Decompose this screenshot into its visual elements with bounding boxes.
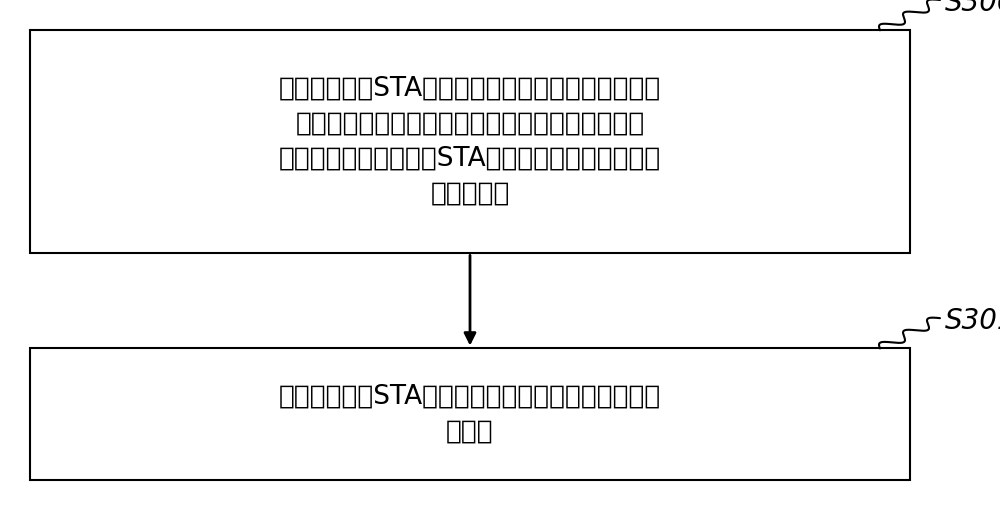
Text: S300: S300 — [945, 0, 1000, 17]
Bar — [30, 348, 910, 480]
Bar — [30, 30, 910, 252]
Text: S301: S301 — [945, 307, 1000, 335]
Text: 接收所述第一STA发送的测量通知，并根据所述测量
通知进入休眠、且切换至各个备选信道，并在各个
备选信道上与所述第一STA配合完成对各个备选信道
的信道测量: 接收所述第一STA发送的测量通知，并根据所述测量 通知进入休眠、且切换至各个备选… — [279, 76, 661, 207]
Text: 当接收到第一STA发送的切换通知时，切换至所述目
标信道: 当接收到第一STA发送的切换通知时，切换至所述目 标信道 — [279, 384, 661, 444]
